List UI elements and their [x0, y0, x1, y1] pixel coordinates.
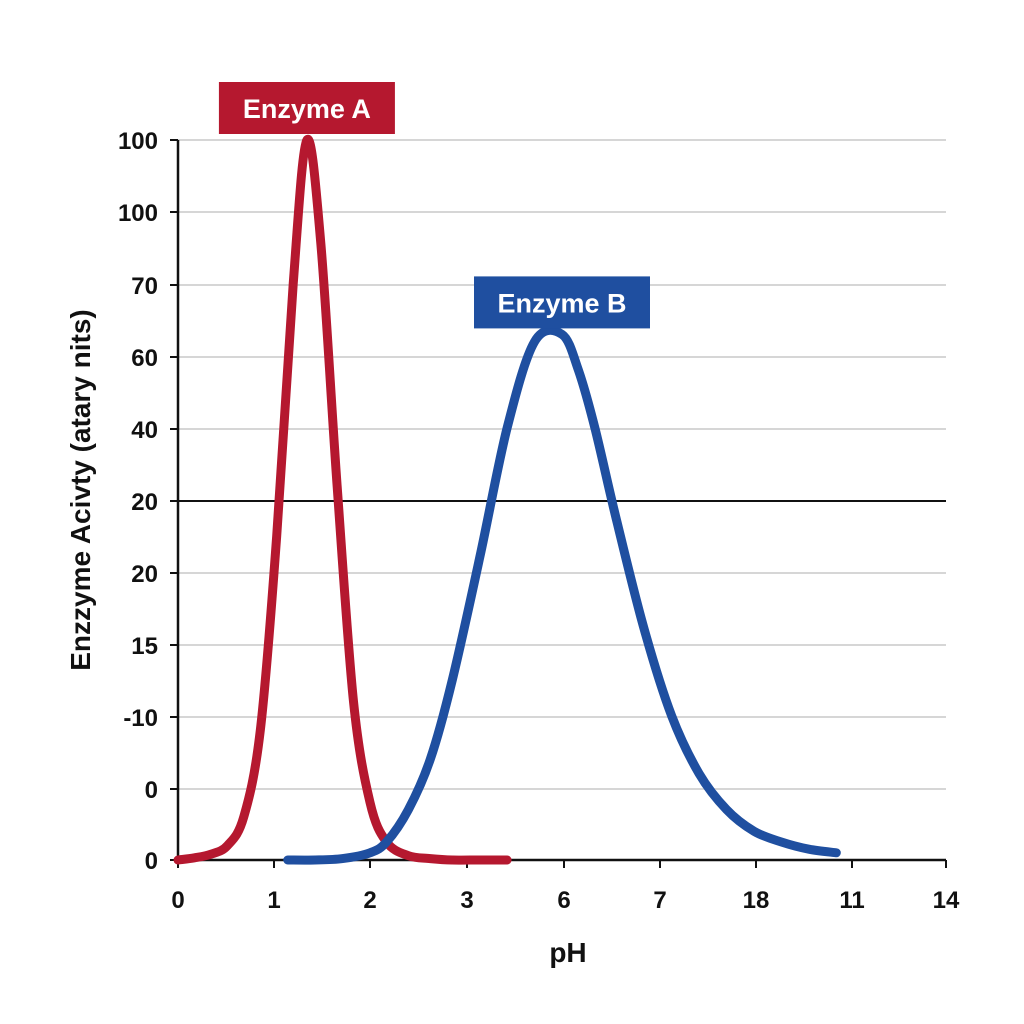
x-tick-label: 14 — [933, 887, 960, 914]
y-tick-label: 100 — [118, 200, 158, 227]
y-tick-label: -10 — [123, 705, 158, 732]
series-line-enzyme-a — [173, 134, 512, 865]
y-tick-label: 100 — [118, 128, 158, 155]
y-axis-title: Enzzyme Acivty (atary nits) — [65, 309, 96, 671]
y-tick-label: 15 — [131, 633, 158, 660]
series-label-box — [474, 276, 650, 329]
x-tick-label: 2 — [363, 887, 376, 914]
label-layer: Enzyme A Enzyme B — [218, 82, 650, 329]
series-layer — [173, 134, 841, 865]
y-tick-label: 0 — [145, 777, 158, 804]
series-label: Enzyme B — [497, 288, 626, 318]
y-tick-label: 40 — [131, 417, 158, 444]
y-tick-label: 20 — [131, 489, 158, 516]
x-tick-label: 6 — [557, 887, 570, 914]
series-label: Enzyme A — [243, 94, 371, 124]
y-tick-label: 20 — [131, 561, 158, 588]
series-label-box — [218, 82, 395, 134]
y-tick-label: 60 — [131, 345, 158, 372]
x-tick-label: 7 — [653, 887, 666, 914]
x-tick-label: 1 — [267, 887, 280, 914]
y-tick-label: 70 — [131, 273, 158, 300]
x-tick-label: 0 — [171, 887, 184, 914]
x-axis-title: pH — [549, 937, 586, 968]
x-tick-label: 3 — [460, 887, 473, 914]
grid-layer — [178, 139, 946, 790]
series-line-enzyme-b — [283, 325, 841, 865]
y-tick-label: 0 — [145, 848, 158, 875]
x-tick-label: 11 — [839, 887, 864, 914]
x-tick-label: 18 — [743, 887, 770, 914]
